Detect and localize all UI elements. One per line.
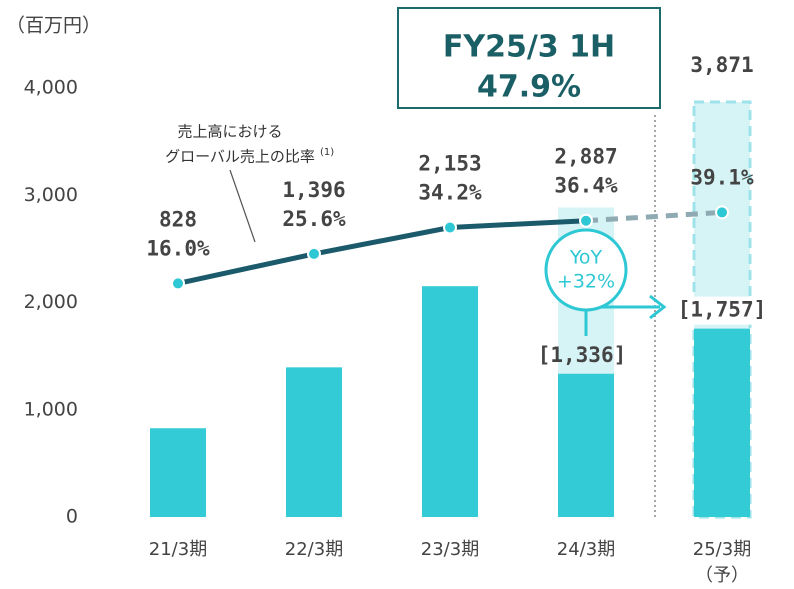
bar: [422, 286, 478, 517]
bar-h1: [694, 328, 750, 517]
y-tick-label: 3,000: [24, 184, 78, 206]
annotation-leader: [229, 169, 256, 243]
x-tick-label: 23/3期: [421, 539, 479, 560]
bar: [286, 367, 342, 517]
ratio-point: [171, 276, 185, 291]
ratio-label: 25.6%: [282, 207, 346, 231]
y-tick-label: 2,000: [24, 291, 78, 313]
unit-label: （百万円）: [6, 15, 101, 37]
bar-value-label: 2,153: [418, 151, 481, 175]
ratio-label: 36.4%: [554, 174, 618, 198]
ratio-label: 39.1%: [690, 165, 754, 189]
bar-value-label: 828: [159, 207, 197, 231]
x-tick-label: 22/3期: [285, 539, 343, 560]
arrow-head: [649, 294, 667, 320]
ratio-label: 16.0%: [146, 236, 210, 260]
x-tick-label: 24/3期: [557, 539, 615, 560]
highlight-line: FY25/3 1H: [443, 30, 615, 65]
yoy-text: +32%: [557, 271, 615, 293]
ratio-line-forecast: [585, 209, 723, 224]
ratio-label: 34.2%: [418, 180, 482, 204]
y-tick-label: 4,000: [24, 77, 78, 99]
h1-value-label: [1,336]: [538, 343, 627, 367]
highlight-line: 47.9%: [477, 70, 581, 105]
label-bg: [672, 296, 772, 325]
line-annotation: グローバル売上の比率: [165, 148, 315, 166]
bar: [150, 428, 206, 517]
y-tick-label: 1,000: [24, 398, 78, 420]
bar-value-label: 2,887: [554, 145, 617, 169]
annotation-note: (1): [320, 147, 334, 158]
x-tick-label: （予）: [695, 565, 749, 586]
h1-value-label: [1,757]: [678, 298, 767, 322]
x-tick-label: 25/3期: [693, 539, 751, 560]
line-annotation: 売上高における: [177, 123, 282, 141]
ratio-line: [177, 218, 587, 286]
x-tick-label: 21/3期: [149, 539, 207, 560]
y-tick-label: 0: [66, 506, 78, 528]
bar-value-label: 3,871: [690, 53, 753, 77]
highlight-box: [397, 7, 661, 109]
yoy-bubble: [544, 228, 628, 312]
yoy-text: YoY: [569, 247, 603, 269]
ratio-point: [307, 246, 321, 261]
bar-value-label: 1,396: [282, 178, 345, 202]
ratio-point: [715, 205, 729, 220]
ratio-point: [579, 213, 593, 228]
bar-h1: [558, 373, 614, 517]
ratio-point: [443, 220, 457, 235]
